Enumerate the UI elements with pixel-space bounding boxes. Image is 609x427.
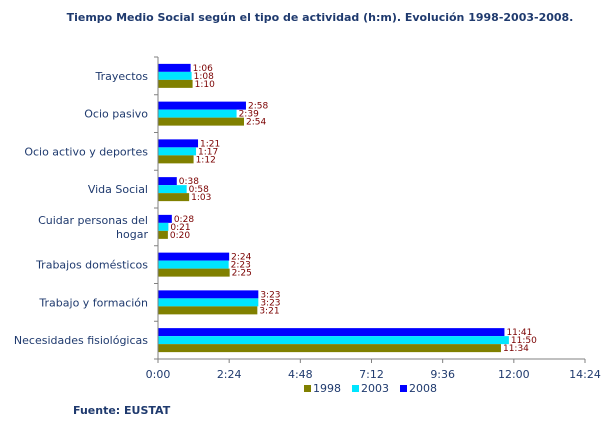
bar-vida-social-1998 xyxy=(158,193,190,202)
chart-title: Tiempo Medio Social según el tipo de act… xyxy=(67,11,574,24)
category-label-line: Ocio pasivo xyxy=(84,108,148,121)
bar-ocio-pasivo-2008 xyxy=(158,101,246,110)
data-label-trayectos-2003: 1:08 xyxy=(194,72,214,82)
data-label-trabajo-y-formacion-2003: 3:23 xyxy=(260,298,280,308)
bars-group xyxy=(158,63,509,353)
bar-trabajo-y-formacion-2008 xyxy=(158,290,259,299)
source-note: Fuente: EUSTAT xyxy=(73,404,171,417)
bar-trayectos-2008 xyxy=(158,63,191,72)
legend-swatch-2008 xyxy=(400,385,407,392)
data-label-necesidades-fisiologicas-2008: 11:41 xyxy=(506,328,532,338)
category-label-ocio-pasivo: Ocio pasivo xyxy=(84,108,148,121)
bar-necesidades-fisiologicas-2008 xyxy=(158,328,505,337)
x-tick-label: 4:48 xyxy=(288,368,313,381)
data-label-trabajos-domesticos-2003: 2:23 xyxy=(231,261,251,271)
bar-trabajo-y-formacion-1998 xyxy=(158,306,258,315)
data-label-vida-social-1998: 1:03 xyxy=(191,193,211,203)
category-label-necesidades-fisiologicas: Necesidades fisiológicas xyxy=(14,334,148,347)
category-label-line: Trabajos domésticos xyxy=(35,259,148,272)
category-label-trabajos-domesticos: Trabajos domésticos xyxy=(35,259,148,272)
x-tick-label: 7:12 xyxy=(359,368,384,381)
bar-vida-social-2008 xyxy=(158,177,177,186)
legend-label-2003: 2003 xyxy=(361,382,389,395)
data-label-trabajos-domesticos-2008: 2:24 xyxy=(231,253,251,263)
data-label-trayectos-1998: 1:10 xyxy=(195,80,215,90)
data-label-ocio-activo-y-deportes-2008: 1:21 xyxy=(200,139,220,149)
bar-trabajos-domesticos-2003 xyxy=(158,260,229,269)
category-label-trabajo-y-formacion: Trabajo y formación xyxy=(38,296,148,309)
category-label-trayectos: Trayectos xyxy=(95,70,149,83)
bar-trabajo-y-formacion-2003 xyxy=(158,298,259,307)
category-label-ocio-activo-y-deportes: Ocio activo y deportes xyxy=(24,145,148,158)
bar-cuidar-personas-del-hogar-1998 xyxy=(158,230,168,239)
legend-label-1998: 1998 xyxy=(313,382,341,395)
category-label-line: Trayectos xyxy=(95,70,149,83)
bar-trayectos-1998 xyxy=(158,79,193,88)
data-label-ocio-pasivo-2003: 2:39 xyxy=(239,110,259,120)
data-label-trayectos-2008: 1:06 xyxy=(193,64,213,74)
bar-ocio-activo-y-deportes-2003 xyxy=(158,147,197,156)
bar-ocio-activo-y-deportes-1998 xyxy=(158,155,194,164)
data-label-vida-social-2008: 0:38 xyxy=(179,177,199,187)
data-label-necesidades-fisiologicas-2003: 11:50 xyxy=(511,336,537,346)
x-ticks-group: 0:00 2:24 4:48 7:12 9:36 12:00 14:24 xyxy=(146,56,601,381)
legend-label-2008: 2008 xyxy=(409,382,437,395)
category-label-line: Vida Social xyxy=(88,183,148,196)
category-labels-group: Trayectos Ocio pasivo Ocio activo y deport… xyxy=(14,70,149,347)
bar-vida-social-2003 xyxy=(158,185,187,194)
legend: 1998 2003 2008 xyxy=(304,382,437,395)
data-label-trabajo-y-formacion-2008: 3:23 xyxy=(260,290,280,300)
data-labels-group: 1:061:081:10 2:582:392:54 1:211:171:12 0:38… xyxy=(170,64,537,354)
x-tick-label: 2:24 xyxy=(217,368,242,381)
legend-swatch-1998 xyxy=(304,385,311,392)
bar-trabajos-domesticos-1998 xyxy=(158,268,230,277)
category-label-line: Trabajo y formación xyxy=(38,296,148,309)
bar-ocio-activo-y-deportes-2008 xyxy=(158,139,199,148)
bar-trabajos-domesticos-2008 xyxy=(158,252,230,261)
category-label-line: Cuidar personas del xyxy=(38,214,148,227)
x-tick-label: 12:00 xyxy=(498,368,530,381)
data-label-ocio-activo-y-deportes-2003: 1:17 xyxy=(198,147,218,157)
x-tick-label: 9:36 xyxy=(430,368,455,381)
category-label-line: hogar xyxy=(116,228,148,241)
legend-swatch-2003 xyxy=(352,385,359,392)
bar-necesidades-fisiologicas-2003 xyxy=(158,336,509,345)
data-label-ocio-pasivo-2008: 2:58 xyxy=(248,102,268,112)
data-label-cuidar-personas-del-hogar-2003: 0:21 xyxy=(170,223,190,233)
x-tick-label: 0:00 xyxy=(146,368,171,381)
data-label-trabajo-y-formacion-1998: 3:21 xyxy=(259,306,279,316)
category-label-cuidar-personas-del-hogar: Cuidar personas del hogar xyxy=(38,214,148,241)
bar-ocio-pasivo-2003 xyxy=(158,109,237,118)
data-label-ocio-pasivo-1998: 2:54 xyxy=(246,118,266,128)
data-label-trabajos-domesticos-1998: 2:25 xyxy=(232,269,252,279)
bar-necesidades-fisiologicas-1998 xyxy=(158,344,501,353)
bar-trayectos-2003 xyxy=(158,71,192,80)
data-label-cuidar-personas-del-hogar-2008: 0:28 xyxy=(174,215,194,225)
category-label-line: Ocio activo y deportes xyxy=(24,145,148,158)
bar-ocio-pasivo-1998 xyxy=(158,117,244,126)
bar-cuidar-personas-del-hogar-2008 xyxy=(158,214,172,223)
data-label-cuidar-personas-del-hogar-1998: 0:20 xyxy=(170,231,190,241)
category-label-vida-social: Vida Social xyxy=(88,183,148,196)
x-tick-label: 14:24 xyxy=(569,368,601,381)
data-label-vida-social-2003: 0:58 xyxy=(189,185,209,195)
data-label-ocio-activo-y-deportes-1998: 1:12 xyxy=(196,155,216,165)
bar-cuidar-personas-del-hogar-2003 xyxy=(158,222,169,231)
category-label-line: Necesidades fisiológicas xyxy=(14,334,148,347)
data-label-necesidades-fisiologicas-1998: 11:34 xyxy=(503,344,529,354)
